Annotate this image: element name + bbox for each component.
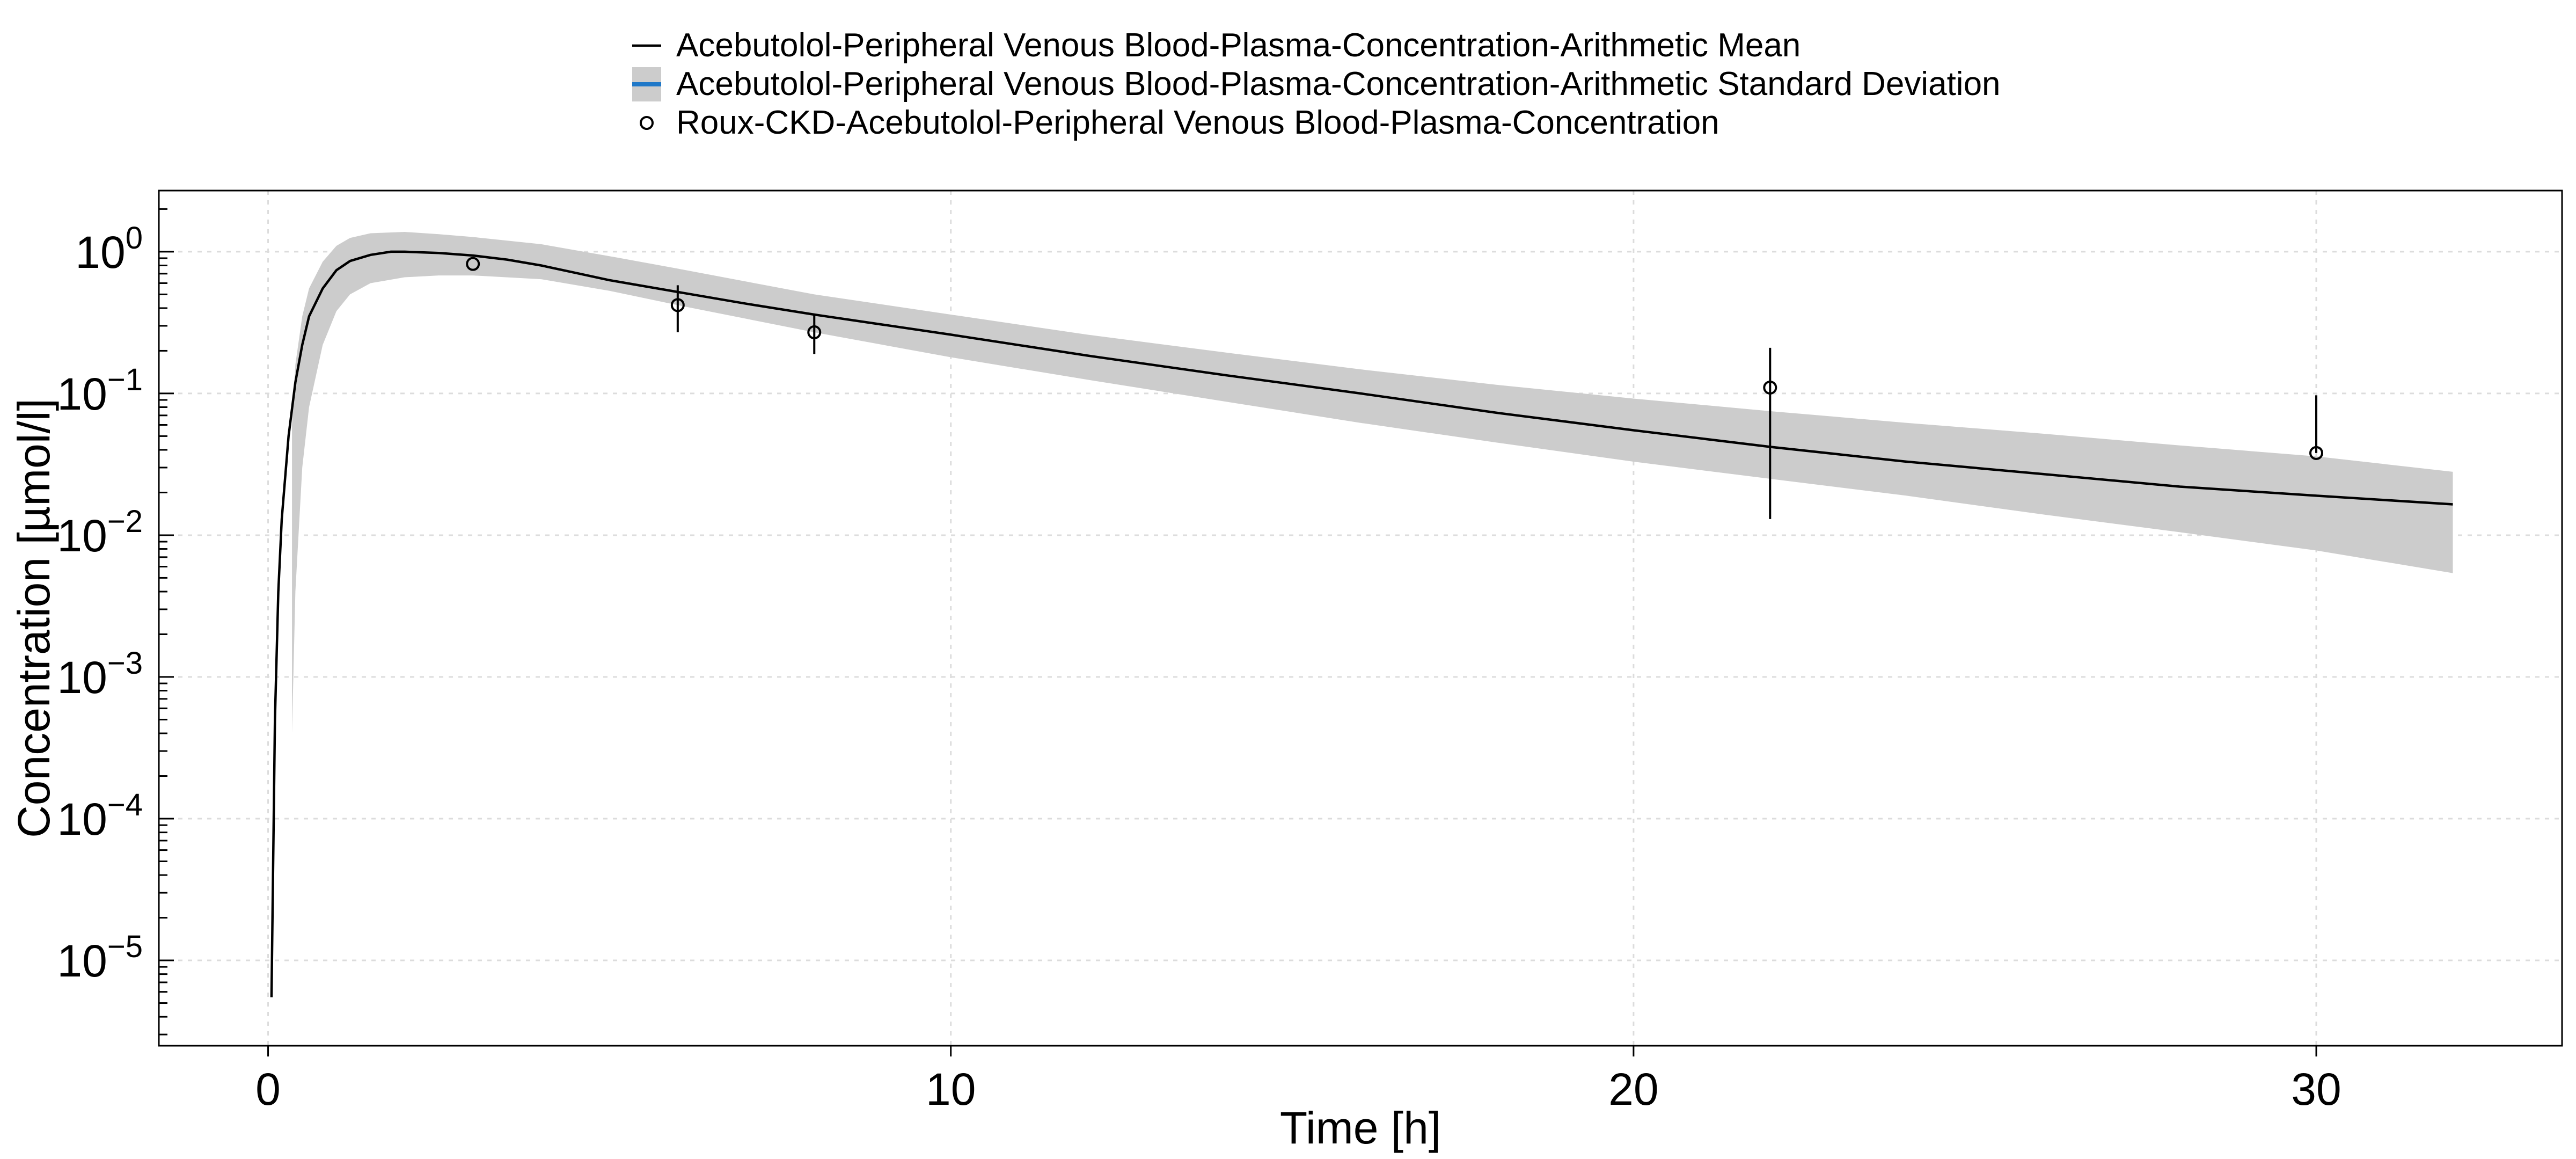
y-tick-label: 10−2 [57, 504, 143, 561]
observed-marker [807, 325, 822, 340]
x-axis-title: Time [h] [1280, 1103, 1441, 1153]
sd-ribbon-layer [292, 232, 2453, 733]
observed-point [466, 257, 480, 271]
y-tick-label: 10−4 [57, 788, 143, 844]
x-tick-label: 10 [926, 1064, 976, 1114]
observed-marker [1763, 380, 1777, 395]
observed-marker [2309, 446, 2324, 460]
x-tick-label: 20 [1608, 1064, 1658, 1114]
x-tick-label: 30 [2291, 1064, 2341, 1114]
y-tick-label: 100 [75, 221, 143, 278]
observed-point [807, 315, 822, 354]
y-axis-title: Concentration [µmol/l] [9, 398, 59, 838]
y-tick-label: 10−5 [57, 929, 143, 986]
x-tick-label: 0 [255, 1064, 281, 1114]
observed-points-layer [466, 257, 2324, 519]
mean-line [270, 250, 2453, 997]
sd-ribbon [292, 232, 2453, 733]
y-tick-label: 10−3 [57, 646, 143, 703]
y-tick-label: 10−1 [57, 362, 143, 419]
legend-label: Acebutolol-Peripheral Venous Blood-Plasm… [676, 65, 2001, 103]
legend-label: Roux-CKD-Acebutolol-Peripheral Venous Bl… [676, 104, 1719, 141]
mean-line-layer [270, 250, 2453, 997]
observed-marker [670, 298, 685, 312]
observed-point [2309, 395, 2324, 460]
grid [159, 191, 2562, 1046]
legend-label: Acebutolol-Peripheral Venous Blood-Plasm… [676, 27, 1801, 64]
legend-circle-swatch [640, 116, 654, 130]
observed-point [670, 285, 685, 333]
y-axis: 100 10−1 10−2 10−3 10−4 10−5 [57, 208, 174, 1036]
legend-item-ribbon: Acebutolol-Peripheral Venous Blood-Plasm… [632, 65, 2001, 103]
observed-point [1763, 347, 1777, 519]
plot-area-frame [158, 189, 2563, 1047]
legend-item-circle: Roux-CKD-Acebutolol-Peripheral Venous Bl… [640, 104, 1719, 141]
observed-marker [466, 257, 480, 271]
x-axis: 0 10 20 30 [255, 1046, 2341, 1114]
legend-item-line: Acebutolol-Peripheral Venous Blood-Plasm… [632, 27, 1801, 64]
legend: Acebutolol-Peripheral Venous Blood-Plasm… [632, 27, 2001, 141]
